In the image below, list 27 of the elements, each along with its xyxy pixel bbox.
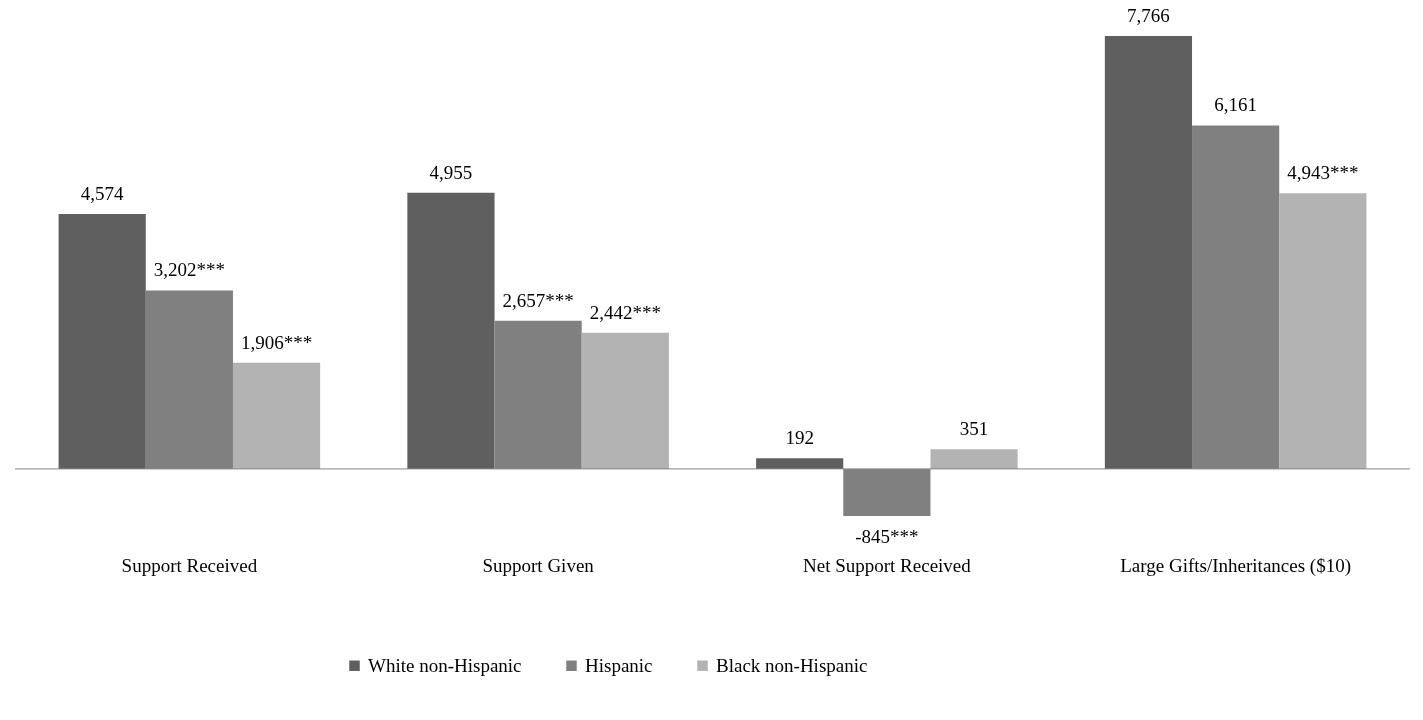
- data-label: 4,574: [80, 182, 125, 204]
- bar: [756, 458, 844, 469]
- bar: [1279, 193, 1367, 469]
- legend-label: Black non-Hispanic: [716, 654, 868, 676]
- x-tick-label: Net Support Received: [802, 554, 972, 576]
- data-label: -845***: [855, 526, 919, 547]
- bar: [1104, 36, 1193, 469]
- x-tick-label: Support Given: [482, 554, 595, 576]
- x-tick-label: Support Received: [121, 554, 258, 576]
- bar: [58, 213, 146, 469]
- legend-label: White non-Hispanic: [368, 654, 522, 676]
- bar: [930, 449, 1018, 469]
- x-tick-label: Large Gifts/Inheritances ($10): [1120, 554, 1351, 577]
- bar: [581, 332, 669, 469]
- data-label: 1,906***: [240, 331, 313, 353]
- data-label: 6,161: [1214, 94, 1257, 116]
- data-label: 351: [959, 418, 989, 440]
- data-label: 2,657***: [502, 289, 574, 311]
- bar: [232, 362, 321, 469]
- data-label: 2,442***: [589, 301, 661, 323]
- data-label: 7,766: [1127, 5, 1170, 26]
- data-label: 4,943***: [1287, 162, 1359, 184]
- legend-label: Hispanic: [585, 654, 653, 676]
- data-label: 4,955: [429, 161, 473, 183]
- data-label: 3,202***: [153, 259, 225, 281]
- data-label: 192: [785, 427, 814, 449]
- bar: [407, 192, 495, 469]
